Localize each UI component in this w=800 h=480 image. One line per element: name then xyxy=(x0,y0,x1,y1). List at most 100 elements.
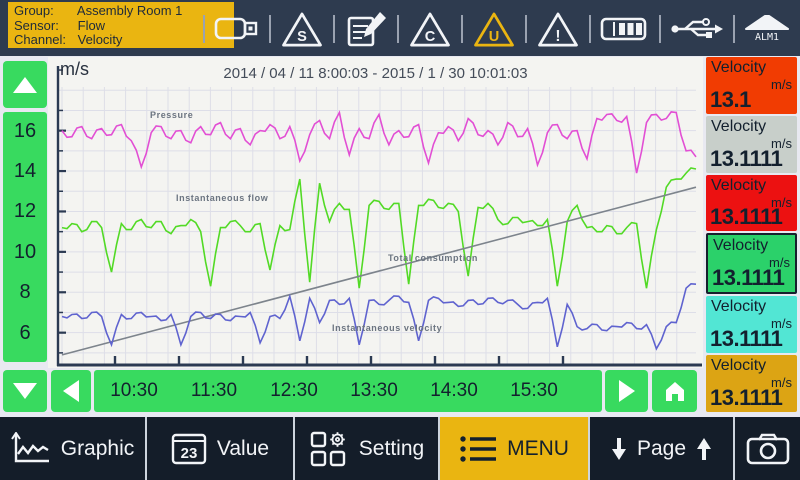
x-tick-label: 10:30 xyxy=(110,380,158,401)
page-down-icon xyxy=(611,437,626,460)
panel-unit: m/s xyxy=(771,77,792,92)
panel-unit: m/s xyxy=(771,135,792,151)
page-up-icon xyxy=(697,437,712,460)
value-panel-4[interactable]: Velocity m/s 13.1111 xyxy=(706,233,797,295)
y-tick-label: 6 xyxy=(19,321,31,344)
scale-up-button[interactable] xyxy=(3,61,47,108)
toolbar-separator xyxy=(733,417,735,480)
battery-icon xyxy=(600,15,650,43)
chart-time-range-title: 2014 / 04 / 11 8:00:03 - 2015 / 1 / 30 1… xyxy=(223,65,528,82)
series-label-consumption: Total consumption xyxy=(388,253,479,263)
panel-unit: m/s xyxy=(771,316,792,332)
y-tick-label: 14 xyxy=(13,160,37,183)
panel-channel-name: Velocity xyxy=(711,117,767,135)
icon-separator xyxy=(333,15,335,43)
line-chart-icon xyxy=(10,431,49,462)
x-tick-label: 12:30 xyxy=(270,380,318,401)
toolbar-separator xyxy=(438,417,440,480)
arrow-right-icon xyxy=(618,380,635,402)
value-label: Value xyxy=(216,436,270,460)
y-axis-scale-strip: 16 14 12 10 8 6 xyxy=(3,112,47,362)
channel-value-panels: Velocity m/s 13.1 Velocity m/s 13.1111 V… xyxy=(706,57,797,412)
usb-drive-icon xyxy=(214,14,260,44)
x-tick-label: 11:30 xyxy=(190,380,238,401)
value-23-icon: 23 xyxy=(171,433,207,464)
channel-info-box: Group: Assembly Room 1 Sensor: Flow Chan… xyxy=(8,2,234,48)
scroll-left-button[interactable] xyxy=(51,370,91,412)
scroll-right-button[interactable] xyxy=(605,370,648,412)
gear-grid-icon xyxy=(310,431,345,466)
icon-separator xyxy=(203,15,205,43)
toolbar-separator xyxy=(588,417,590,480)
sensor-row: Sensor: Flow xyxy=(14,17,234,34)
screenshot-button[interactable] xyxy=(735,417,800,480)
series-label-flow: Instantaneous flow xyxy=(176,193,269,203)
toolbar-separator xyxy=(293,417,295,480)
channel-row: Channel: Velocity xyxy=(14,32,234,48)
svg-text:U: U xyxy=(489,29,500,45)
panel-channel-name: Velocity xyxy=(711,357,767,375)
x-tick-label: 15:30 xyxy=(510,380,558,401)
panel-channel-name: Velocity xyxy=(713,237,769,255)
panel-unit: m/s xyxy=(771,375,792,391)
setting-button[interactable]: Setting xyxy=(295,417,438,480)
panel-channel-name: Velocity xyxy=(711,298,767,316)
group-label: Group: xyxy=(14,3,54,18)
value-panel-2[interactable]: Velocity m/s 13.1111 xyxy=(706,115,797,173)
sensor-label: Sensor: xyxy=(14,17,59,33)
home-button[interactable] xyxy=(652,370,697,412)
svg-text:23: 23 xyxy=(181,445,198,462)
main-toolbar: Graphic 23 Value Setting xyxy=(0,417,800,480)
svg-text:S: S xyxy=(297,29,307,45)
log-note-icon xyxy=(344,10,388,48)
alarm-mound-icon: ALM1 xyxy=(744,15,790,43)
icon-separator xyxy=(525,15,527,43)
panel-channel-name: Velocity xyxy=(711,59,767,76)
graphic-button[interactable]: Graphic xyxy=(0,417,145,480)
channel-value: Velocity xyxy=(77,32,123,47)
triangle-u-icon: U xyxy=(472,11,516,48)
icon-separator xyxy=(269,15,271,43)
group-value: Assembly Room 1 xyxy=(76,3,183,18)
y-tick-label: 16 xyxy=(13,119,37,142)
usb-connector-icon xyxy=(670,14,724,44)
series-label-velocity: Instantaneous velocity xyxy=(332,323,443,333)
group-row: Group: Assembly Room 1 xyxy=(14,3,234,19)
panel-channel-name: Velocity xyxy=(711,176,767,194)
panel-value: 13.1111 xyxy=(710,326,783,352)
value-panel-6[interactable]: Velocity m/s 13.1111 xyxy=(706,355,797,412)
value-button[interactable]: 23 Value xyxy=(147,417,293,480)
alert-triangle-icon: ! xyxy=(536,11,580,48)
panel-unit: m/s xyxy=(769,255,790,271)
panel-value: 13.1 xyxy=(710,86,751,112)
icon-separator xyxy=(659,15,661,43)
arrow-left-icon xyxy=(63,380,79,402)
y-tick-label: 10 xyxy=(13,240,37,263)
icon-separator xyxy=(397,15,399,43)
alarm-label: ALM1 xyxy=(754,32,780,43)
chart-plot xyxy=(56,66,702,367)
toolbar-separator xyxy=(145,417,147,480)
y-tick-label: 12 xyxy=(13,200,37,223)
icon-separator xyxy=(733,15,735,43)
svg-text:!: ! xyxy=(555,28,560,45)
triangle-c-icon: C xyxy=(408,11,452,48)
scale-down-button[interactable] xyxy=(3,370,47,412)
panel-unit: m/s xyxy=(771,194,792,210)
value-panel-3[interactable]: Velocity m/s 13.1111 xyxy=(706,174,797,232)
panel-value: 13.1111 xyxy=(712,265,785,291)
value-panel-1[interactable]: Velocity m/s 13.1 xyxy=(706,57,797,114)
value-panel-5[interactable]: Velocity m/s 13.1111 xyxy=(706,296,797,354)
arrow-down-icon xyxy=(13,383,37,399)
page-button[interactable]: Page xyxy=(590,417,733,480)
menu-button[interactable]: MENU xyxy=(440,417,588,480)
svg-text:C: C xyxy=(425,29,436,45)
x-tick-label: 13:30 xyxy=(350,380,398,401)
menu-label: MENU xyxy=(507,436,569,460)
trend-chart: 2014 / 04 / 11 8:00:03 - 2015 / 1 / 30 1… xyxy=(48,57,703,368)
setting-label: Setting xyxy=(358,436,425,460)
arrow-up-icon xyxy=(13,76,37,93)
icon-separator xyxy=(461,15,463,43)
time-axis-strip[interactable]: 10:30 11:30 12:30 13:30 14:30 15:30 xyxy=(94,370,602,412)
x-tick-label: 14:30 xyxy=(430,380,478,401)
